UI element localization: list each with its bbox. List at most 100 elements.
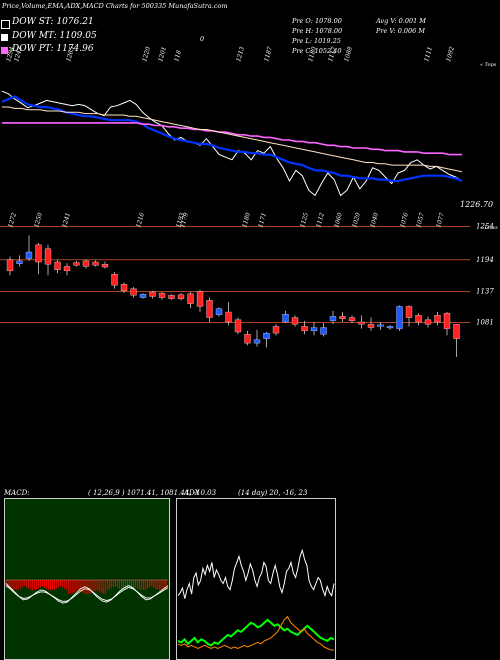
candle-body	[282, 314, 289, 323]
pre-high: Pre H: 1078.00	[292, 27, 343, 35]
candle-body	[263, 332, 270, 339]
macd-panel	[4, 498, 170, 660]
ema-top-label: 1265	[65, 46, 76, 63]
mark-zero: 0	[200, 35, 205, 43]
legend-label-pt: DOW PT: 1174.96	[12, 44, 94, 54]
price-top-label: 1272	[7, 212, 18, 229]
ema-tops-tag: « Tops	[480, 62, 497, 68]
candle-body	[111, 274, 118, 286]
ema-top-label: 1092	[445, 46, 456, 63]
price-top-label: 1179	[179, 212, 190, 229]
ema-top-label: 1180	[307, 46, 318, 63]
candle-body	[158, 292, 166, 298]
candle-body	[434, 315, 441, 323]
legend-label-st: DOW ST: 1076.21	[12, 17, 94, 27]
candle-body	[44, 248, 52, 265]
ema-top-label: 1294	[5, 46, 16, 63]
pre-low: Pre L: 1019.25	[292, 37, 341, 45]
price-top-label: 1112	[315, 212, 326, 229]
ema-top-label: 118	[173, 49, 183, 62]
pre-open: Pre O: 1078.00	[292, 17, 342, 25]
candle-body	[234, 319, 242, 333]
pre-close: Pre C: 1052.40	[292, 47, 342, 55]
candle-body	[291, 317, 299, 325]
ema-series-line-2	[2, 122, 462, 156]
ema-top-label: 1088	[343, 46, 354, 63]
ema-series-line-1	[1, 95, 463, 183]
candle-body	[139, 294, 147, 298]
macd-values: ( 12,26,9 ) 1071.41, 1081.44, -10.03	[88, 489, 217, 497]
legend-swatch-st	[1, 20, 10, 29]
pre-volume: Pre V: 0.006 M	[376, 27, 426, 35]
ema-top-label: 1201	[157, 46, 168, 63]
price-top-label: 1171	[257, 212, 268, 229]
legend-label-mt: DOW MT: 1109.05	[12, 31, 97, 41]
candle-body	[405, 306, 413, 318]
price-top-label: 1250	[33, 212, 44, 229]
adx-line-2	[177, 615, 334, 651]
price-top-label: 1216	[135, 212, 146, 229]
candle-body	[272, 326, 280, 334]
candle-body	[415, 315, 422, 323]
candle-body	[358, 321, 365, 325]
candle-body	[225, 311, 232, 323]
candle-body	[35, 244, 42, 263]
candle-body	[54, 261, 61, 270]
ema-top-label: 1220	[141, 46, 152, 63]
price-top-label: 1077	[435, 212, 446, 229]
price-top-label: 1040	[369, 212, 380, 229]
candle-body	[92, 261, 99, 266]
candle-body	[120, 284, 128, 292]
ema-top-label: 1187	[263, 46, 274, 63]
candle-body	[339, 316, 346, 319]
chart-title: Price,Volume,EMA,ADX,MACD Charts for 500…	[2, 2, 228, 10]
candle-body	[25, 251, 33, 259]
candle-body	[168, 295, 175, 299]
candle-body	[301, 326, 308, 332]
price-top-label: 1125	[299, 212, 310, 229]
candle-body	[396, 306, 403, 329]
price-level-label: 1194	[476, 256, 494, 264]
candle-body	[82, 260, 90, 267]
price-top-label: 1076	[399, 212, 410, 229]
candle-body	[16, 260, 23, 264]
ema-top-label: 1111	[423, 46, 434, 63]
candle-body	[149, 291, 156, 297]
avg-volume: Avg V: 0.001 M	[376, 17, 426, 25]
price-top-label: 1060	[333, 212, 344, 229]
candle-body	[206, 300, 213, 318]
candle-body	[196, 291, 204, 307]
ema-top-label: 1213	[235, 46, 246, 63]
price-top-label: 1193	[175, 212, 186, 229]
adx-values: (14 day) 20, -16, 23	[238, 489, 308, 497]
candle-body	[386, 326, 394, 329]
candle-body	[6, 259, 14, 272]
candle-body	[215, 308, 223, 315]
macd-line-1	[5, 585, 169, 602]
price-lows-tag: « Lows	[480, 225, 498, 231]
candle-body	[424, 319, 432, 325]
price-top-label: 1180	[241, 212, 252, 229]
legend-swatch-pt	[1, 47, 8, 54]
ema-top-label: 1117	[327, 46, 338, 63]
candle-body	[348, 317, 356, 322]
ema-series-line-0	[1, 90, 463, 197]
candle-body	[377, 324, 384, 327]
candle-body	[453, 324, 460, 339]
candle-body	[443, 312, 451, 329]
candle-body	[187, 293, 194, 304]
price-top-label: 1020	[351, 212, 362, 229]
candle-body	[244, 334, 251, 344]
macd-title: MACD:	[4, 489, 30, 497]
candle-body	[253, 339, 261, 344]
ema-series-line-3	[2, 106, 463, 173]
legend-swatch-mt	[1, 34, 8, 41]
adx-line-0	[177, 548, 335, 599]
candle-body	[130, 288, 137, 296]
candle-body	[101, 264, 109, 268]
price-level-label: 1137	[476, 287, 494, 295]
candle-body	[367, 324, 375, 328]
price-level-label: 1254	[476, 222, 494, 230]
price-top-label: 1241	[61, 212, 72, 229]
